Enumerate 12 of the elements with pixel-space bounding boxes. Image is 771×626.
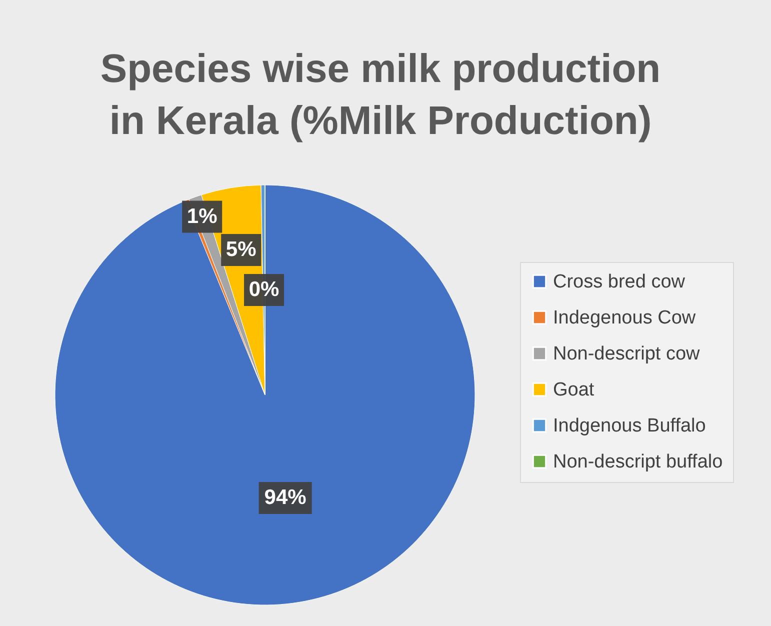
data-label: 94% xyxy=(264,486,307,510)
chart-title: Species wise milk production in Kerala (%Milk Production) xyxy=(100,47,661,143)
data-label: 0% xyxy=(248,278,280,302)
pie-slice xyxy=(54,184,476,605)
legend-label: Indgenous Buffalo xyxy=(553,416,706,436)
data-label: 1% xyxy=(186,204,218,228)
legend-label: Cross bred cow xyxy=(553,272,686,292)
legend-label: Non-descript cow xyxy=(553,344,700,364)
legend-label: Goat xyxy=(553,380,595,400)
legend-label: Non-descript buffalo xyxy=(553,452,723,472)
data-label: 5% xyxy=(226,238,257,261)
legend-label: Indegenous Cow xyxy=(553,308,696,328)
